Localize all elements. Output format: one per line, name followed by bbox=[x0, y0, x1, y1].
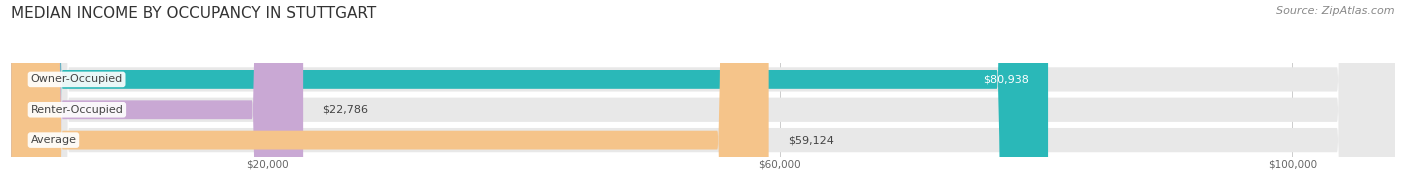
Text: Average: Average bbox=[31, 135, 76, 145]
Text: Renter-Occupied: Renter-Occupied bbox=[31, 105, 124, 115]
FancyBboxPatch shape bbox=[11, 0, 769, 196]
FancyBboxPatch shape bbox=[11, 0, 1395, 196]
Text: $22,786: $22,786 bbox=[322, 105, 368, 115]
FancyBboxPatch shape bbox=[11, 0, 1395, 196]
FancyBboxPatch shape bbox=[11, 0, 1047, 196]
Text: Source: ZipAtlas.com: Source: ZipAtlas.com bbox=[1277, 6, 1395, 16]
FancyBboxPatch shape bbox=[11, 0, 304, 196]
Text: Owner-Occupied: Owner-Occupied bbox=[31, 74, 122, 84]
Text: $80,938: $80,938 bbox=[983, 74, 1029, 84]
Text: MEDIAN INCOME BY OCCUPANCY IN STUTTGART: MEDIAN INCOME BY OCCUPANCY IN STUTTGART bbox=[11, 6, 377, 21]
Text: $59,124: $59,124 bbox=[787, 135, 834, 145]
FancyBboxPatch shape bbox=[11, 0, 1395, 196]
